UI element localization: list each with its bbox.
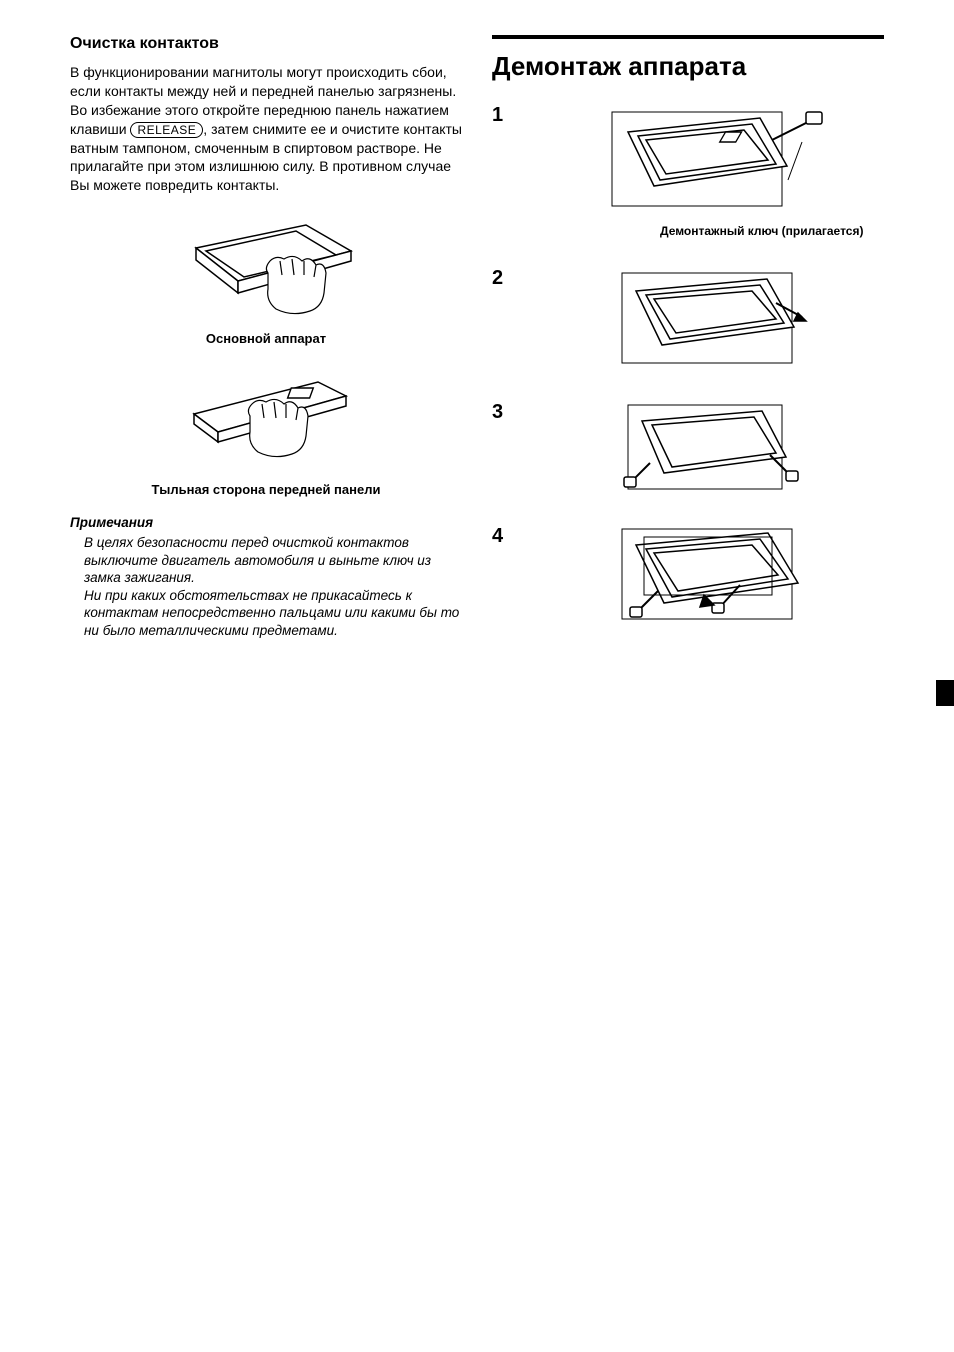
step3-figure: [520, 397, 884, 497]
figure-front-panel-back: Тыльная сторона передней панели: [70, 364, 462, 497]
panel-back-illustration: [176, 364, 356, 474]
side-tab-marker: [936, 680, 954, 706]
main-unit-illustration: [176, 213, 356, 323]
right-column: Демонтаж аппарата 1: [492, 35, 884, 655]
step-3: 3: [492, 397, 884, 497]
figure2-caption: Тыльная сторона передней панели: [70, 482, 462, 497]
dismount-heading: Демонтаж аппарата: [492, 51, 884, 82]
page-container: Очистка контактов В функционировании маг…: [70, 35, 884, 655]
note-1: В целях безопасности перед очисткой конт…: [70, 534, 462, 587]
step2-illustration: [592, 263, 812, 373]
step-4: 4: [492, 521, 884, 631]
step1-number: 1: [492, 100, 520, 127]
note-2: Ни при каких обстоятельствах не прикасай…: [70, 587, 462, 640]
figure1-caption: Основной аппарат: [70, 331, 462, 346]
step4-illustration: [592, 521, 812, 631]
step3-number: 3: [492, 397, 520, 424]
step1-illustration: [572, 100, 832, 220]
figure-main-unit: Основной аппарат: [70, 213, 462, 346]
step2-figure: [520, 263, 884, 373]
notes-heading: Примечания: [70, 515, 462, 530]
step1-caption: Демонтажный ключ (прилагается): [660, 224, 884, 239]
cleaning-paragraph: В функционировании магнитолы могут проис…: [70, 63, 462, 195]
release-button-label: RELEASE: [130, 122, 203, 138]
cleaning-heading: Очистка контактов: [70, 35, 462, 53]
right-heading-wrap: Демонтаж аппарата: [492, 35, 884, 82]
step-1: 1: [492, 100, 884, 239]
left-column: Очистка контактов В функционировании маг…: [70, 35, 462, 655]
step3-illustration: [602, 397, 802, 497]
step2-number: 2: [492, 263, 520, 290]
step1-figure: Демонтажный ключ (прилагается): [520, 100, 884, 239]
step4-figure: [520, 521, 884, 631]
step-2: 2: [492, 263, 884, 373]
step4-number: 4: [492, 521, 520, 548]
